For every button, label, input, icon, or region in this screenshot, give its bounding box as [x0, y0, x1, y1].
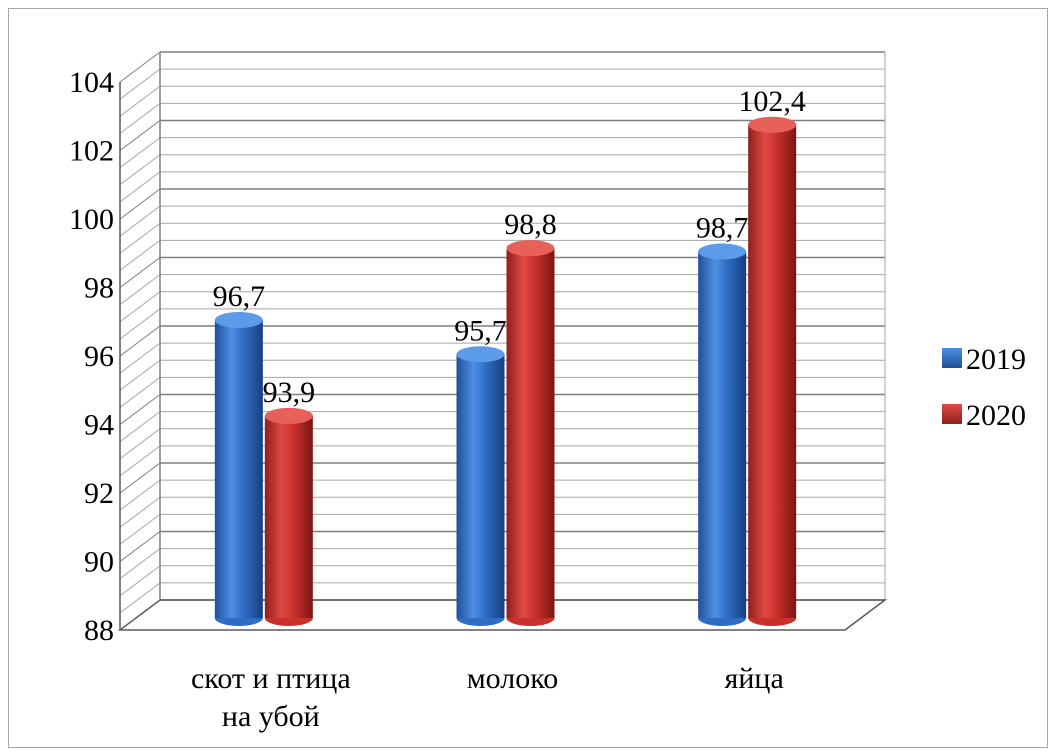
bar-2019-1	[456, 354, 505, 618]
legend: 2019 2020	[942, 343, 1026, 432]
x-category-label: скот и птица на убой	[191, 662, 351, 733]
side-gridline	[119, 188, 161, 220]
side-gridline	[119, 582, 161, 614]
bar-top-2019	[214, 312, 263, 329]
side-gridline	[119, 496, 161, 528]
y-tick-label: 94	[84, 409, 114, 442]
legend-label: 2020	[966, 399, 1026, 432]
legend-swatch-2020	[942, 404, 962, 424]
side-gridline	[119, 394, 161, 425]
side-gridline	[119, 411, 161, 443]
x-category-line: молоко	[467, 662, 559, 695]
side-gridline	[119, 154, 161, 186]
bar-top-2019	[698, 243, 747, 260]
y-tick-label: 104	[69, 66, 114, 99]
side-gridline	[119, 308, 161, 340]
x-category-line: яйца	[725, 662, 784, 695]
side-gridline	[119, 257, 161, 288]
data-labels: 96,7 93,9 95,7 98,8 98,7 102,4	[213, 85, 806, 409]
side-gridline	[119, 342, 161, 374]
side-gridline	[119, 239, 161, 271]
side-gridline	[119, 291, 161, 323]
side-gridline	[119, 85, 161, 117]
bar-top-2020	[506, 240, 555, 257]
side-gridline	[119, 222, 161, 254]
bar-2020-1	[506, 248, 555, 618]
data-label: 95,7	[454, 314, 507, 347]
legend-label: 2019	[966, 343, 1026, 376]
x-axis-categories: скот и птица на убой молоко яйца	[191, 662, 784, 733]
data-label: 96,7	[213, 280, 266, 313]
side-gridline	[119, 68, 161, 100]
x-category-line: скот и птица	[191, 662, 351, 695]
bar-2019-2	[698, 251, 747, 618]
bar-2020-0	[264, 415, 313, 618]
side-gridline	[119, 205, 161, 237]
y-tick-label: 96	[84, 340, 114, 373]
y-tick-label: 100	[69, 203, 114, 236]
y-tick-label: 98	[84, 272, 114, 305]
chart-floor	[117, 599, 888, 631]
side-gridline	[119, 274, 161, 306]
side-gridline	[119, 462, 161, 494]
side-gridline	[119, 102, 161, 134]
y-tick-label: 92	[84, 477, 114, 510]
x-category-label: молоко	[467, 662, 559, 695]
side-gridline	[119, 376, 161, 408]
data-label: 98,8	[504, 208, 557, 241]
bar-2020-2	[748, 124, 797, 619]
data-label: 102,4	[738, 85, 806, 118]
bar-2019-0	[214, 320, 263, 618]
x-category-label: яйца	[725, 662, 784, 695]
bar-top-2019	[456, 346, 505, 363]
side-gridline	[119, 513, 161, 545]
y-tick-label: 88	[84, 614, 114, 647]
x-category-line: на убой	[222, 700, 320, 733]
side-gridline	[119, 428, 161, 460]
side-gridline	[119, 120, 161, 151]
y-tick-label: 102	[69, 135, 114, 168]
side-gridline	[119, 445, 161, 477]
side-gridline	[119, 171, 161, 203]
y-axis: 88 90 92 94 96 98 100 102 104	[69, 66, 121, 647]
data-label: 98,7	[696, 212, 749, 245]
data-label: 93,9	[263, 376, 316, 409]
side-gridline	[119, 531, 161, 562]
legend-swatch-2019	[942, 348, 962, 368]
bars-layer	[214, 116, 797, 626]
side-gridline	[119, 359, 161, 391]
bar-top-2020	[264, 407, 313, 424]
side-gridline	[119, 548, 161, 580]
side-gridline	[119, 479, 161, 511]
side-gridline	[119, 325, 161, 357]
side-gridline	[119, 565, 161, 597]
side-gridline	[119, 137, 161, 169]
bar-top-2020	[748, 116, 797, 133]
side-gridline	[119, 51, 161, 83]
y-tick-label: 90	[84, 546, 114, 579]
